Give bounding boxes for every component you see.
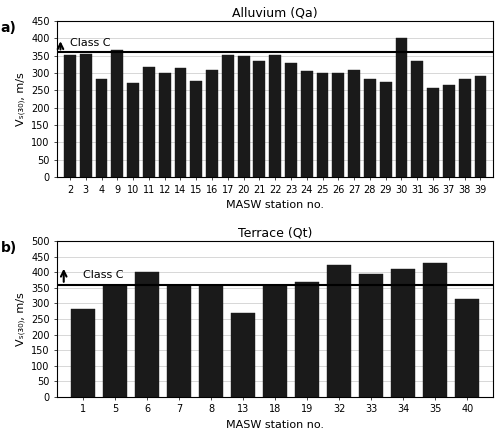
Bar [456, 299, 479, 397]
Bar [316, 73, 328, 177]
Bar [328, 265, 351, 397]
Bar [263, 285, 287, 397]
Y-axis label: Vₛ₍₃₀₎, m/s: Vₛ₍₃₀₎, m/s [16, 72, 26, 126]
Bar [301, 71, 312, 177]
Bar [443, 85, 455, 177]
Bar [64, 55, 76, 177]
Y-axis label: Vₛ₍₃₀₎, m/s: Vₛ₍₃₀₎, m/s [16, 292, 26, 346]
Bar [348, 70, 360, 177]
Bar [427, 88, 439, 177]
Bar [474, 76, 486, 177]
Bar [127, 83, 139, 177]
X-axis label: MASW station no.: MASW station no. [226, 200, 324, 210]
Bar [190, 81, 202, 177]
Bar [103, 284, 127, 397]
Bar [222, 55, 234, 177]
Bar [71, 309, 95, 397]
Bar [360, 274, 384, 397]
Bar [167, 285, 191, 397]
Bar [424, 263, 448, 397]
Bar [392, 269, 415, 397]
Bar [135, 272, 159, 397]
Bar [380, 82, 392, 177]
X-axis label: MASW station no.: MASW station no. [226, 420, 324, 430]
Bar [458, 79, 470, 177]
Text: b): b) [0, 241, 17, 255]
Title: Terrace (Qt): Terrace (Qt) [238, 227, 312, 240]
Bar [80, 54, 92, 177]
Bar [96, 79, 108, 177]
Bar [112, 49, 123, 177]
Bar [174, 68, 186, 177]
Bar [206, 70, 218, 177]
Bar [199, 285, 223, 397]
Bar [254, 61, 266, 177]
Title: Alluvium (Qa): Alluvium (Qa) [232, 7, 318, 20]
Bar [396, 38, 407, 177]
Bar [231, 313, 255, 397]
Text: Class C: Class C [70, 38, 110, 48]
Bar [285, 63, 297, 177]
Bar [159, 73, 170, 177]
Bar [270, 55, 281, 177]
Text: a): a) [0, 21, 16, 35]
Bar [332, 73, 344, 177]
Text: Class C: Class C [83, 270, 124, 280]
Bar [143, 67, 155, 177]
Bar [238, 56, 250, 177]
Bar [364, 79, 376, 177]
Bar [295, 282, 319, 397]
Bar [412, 61, 423, 177]
